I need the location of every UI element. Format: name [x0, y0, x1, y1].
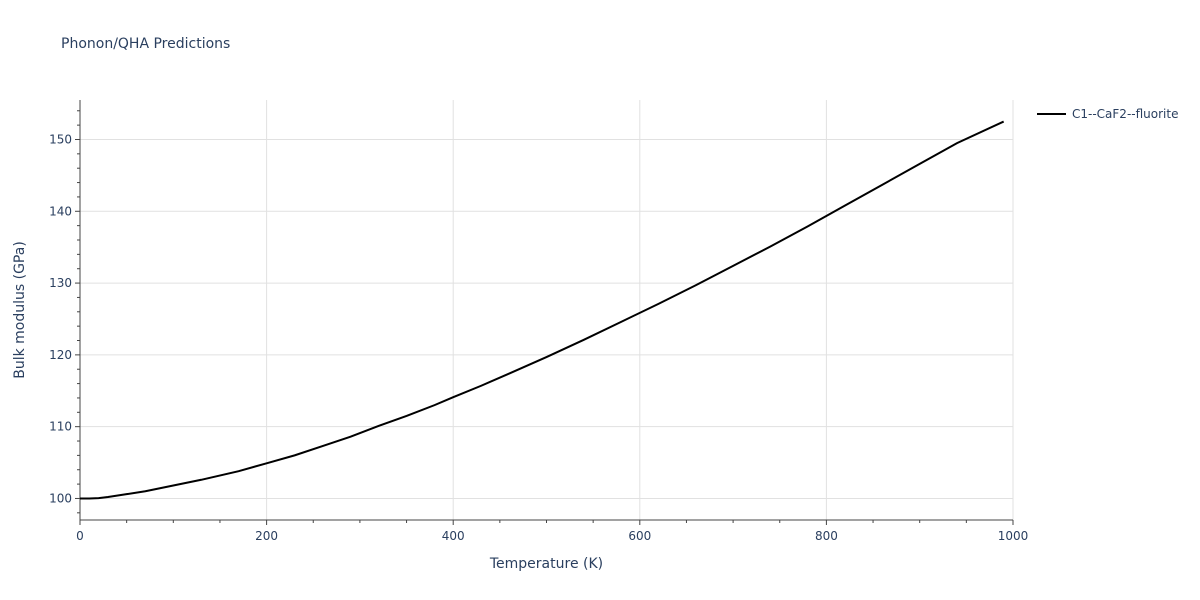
legend-item[interactable]: C1--CaF2--fluorite [1037, 107, 1178, 121]
legend[interactable]: C1--CaF2--fluorite [1037, 107, 1178, 121]
axes [75, 100, 1014, 525]
legend-label: C1--CaF2--fluorite [1072, 107, 1178, 121]
y-tick-label: 100 [49, 491, 72, 505]
x-tick-label: 600 [628, 529, 651, 543]
grid-lines [80, 100, 1014, 520]
y-tick-label: 110 [49, 420, 72, 434]
x-tick-label: 400 [442, 529, 465, 543]
y-tick-label: 150 [49, 132, 72, 146]
series-line[interactable] [80, 120, 1005, 500]
y-axis-title: Bulk modulus (GPa) [12, 241, 28, 379]
x-tick-label: 800 [815, 529, 838, 543]
tick-labels: 0 200 400 600 800 1000 100 110 120 130 140 150 [49, 132, 1028, 543]
x-tick-label: 0 [76, 529, 84, 543]
x-tick-label: 1000 [998, 529, 1029, 543]
chart-title: Phonon/QHA Predictions [61, 36, 231, 52]
series-layer [80, 120, 1005, 500]
x-axis-title: Temperature (K) [489, 556, 603, 572]
y-tick-label: 140 [49, 204, 72, 218]
y-tick-label: 120 [49, 348, 72, 362]
x-tick-label: 200 [255, 529, 278, 543]
y-tick-label: 130 [49, 276, 72, 290]
